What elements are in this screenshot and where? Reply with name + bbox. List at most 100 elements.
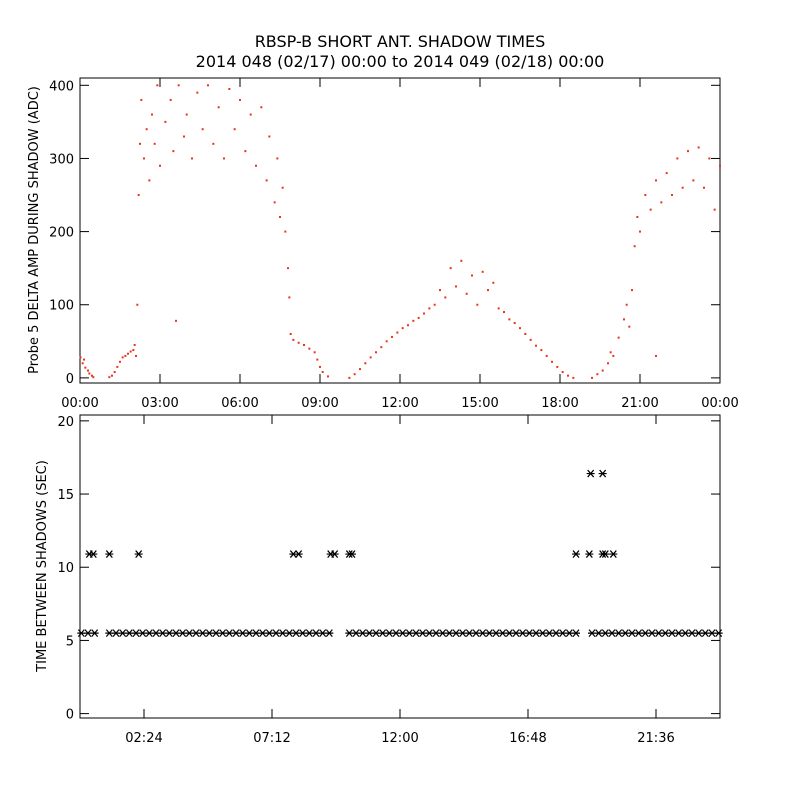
data-point	[353, 373, 356, 376]
data-point	[268, 135, 271, 138]
data-point	[665, 172, 668, 175]
data-point	[313, 351, 316, 354]
data-point	[508, 318, 511, 321]
chart-title: RBSP-B SHORT ANT. SHADOW TIMES	[255, 32, 546, 51]
data-point	[687, 150, 689, 153]
data-point	[655, 354, 657, 357]
data-point	[327, 375, 329, 378]
data-point	[621, 629, 630, 637]
data-point	[159, 164, 161, 167]
data-point	[681, 186, 684, 189]
y-tick-label: 300	[49, 152, 74, 167]
x-tick-label: 06:00	[221, 396, 258, 411]
data-point	[633, 245, 636, 248]
data-point	[116, 365, 119, 368]
data-point	[164, 120, 167, 123]
data-point	[524, 332, 527, 335]
data-point	[641, 629, 650, 637]
data-point	[660, 201, 663, 204]
data-point	[133, 343, 136, 346]
data-point	[185, 113, 188, 116]
data-point	[465, 292, 468, 295]
data-point	[244, 150, 247, 153]
data-point	[697, 146, 700, 149]
data-point	[365, 629, 374, 637]
data-point	[105, 550, 114, 558]
x-tick-label: 12:00	[381, 396, 418, 411]
x-tick-label: 02:24	[125, 731, 162, 746]
x-tick-label: 16:48	[509, 731, 546, 746]
x-tick-label: 21:36	[637, 731, 674, 746]
data-point	[708, 157, 711, 160]
data-point	[172, 150, 175, 153]
data-point	[136, 303, 139, 306]
data-point	[513, 322, 516, 325]
data-point	[428, 307, 431, 310]
data-point	[276, 157, 279, 160]
data-point	[84, 366, 87, 369]
data-point	[567, 374, 569, 377]
x-tick-label: 09:00	[301, 396, 338, 411]
data-point	[145, 629, 154, 637]
data-point	[396, 331, 399, 334]
data-point	[525, 629, 534, 637]
data-point	[325, 629, 334, 637]
data-point	[455, 285, 457, 288]
data-point	[83, 358, 85, 361]
data-point	[644, 194, 647, 197]
data-point	[631, 289, 633, 292]
data-point	[121, 356, 124, 359]
x-tick-label: 03:00	[141, 396, 178, 411]
y-tick-label: 200	[49, 226, 74, 241]
data-point	[655, 179, 657, 182]
data-point	[601, 550, 610, 558]
data-point	[265, 629, 274, 637]
data-point	[701, 629, 710, 637]
data-point	[444, 296, 447, 299]
data-point	[565, 629, 574, 637]
x-tick-label: 12:00	[381, 731, 418, 746]
data-point	[433, 303, 436, 306]
data-point	[649, 208, 652, 211]
data-point	[681, 629, 690, 637]
data-point	[601, 629, 610, 637]
x-tick-label: 21:00	[621, 396, 658, 411]
data-point	[201, 128, 204, 131]
data-point	[308, 347, 311, 350]
data-point	[572, 376, 575, 379]
data-point	[316, 358, 319, 361]
data-point	[586, 469, 595, 478]
data-point	[359, 368, 361, 371]
data-point	[471, 274, 473, 277]
data-point	[90, 629, 99, 637]
data-point	[297, 341, 300, 344]
data-point	[535, 344, 537, 347]
data-point	[319, 365, 321, 368]
data-point	[196, 91, 199, 94]
data-point	[225, 629, 234, 637]
data-point	[148, 179, 151, 182]
data-point	[585, 550, 594, 558]
data-point	[485, 629, 494, 637]
data-point	[132, 349, 135, 352]
y-tick-label: 10	[57, 561, 74, 576]
y-tick-label: 20	[57, 415, 74, 430]
data-point	[607, 362, 609, 365]
data-point	[303, 343, 305, 346]
data-point	[145, 128, 148, 131]
data-point	[151, 113, 153, 116]
data-point	[692, 179, 695, 182]
data-point	[245, 629, 254, 637]
data-point	[81, 362, 84, 365]
data-point	[505, 629, 514, 637]
data-point	[129, 350, 132, 353]
y-tick-label: 0	[66, 372, 74, 387]
data-point	[639, 230, 641, 233]
data-point	[369, 356, 372, 359]
data-point	[125, 629, 134, 637]
data-point	[294, 550, 303, 558]
data-point	[135, 354, 137, 357]
data-point	[92, 376, 95, 379]
data-point	[281, 186, 284, 189]
data-point	[401, 327, 404, 330]
